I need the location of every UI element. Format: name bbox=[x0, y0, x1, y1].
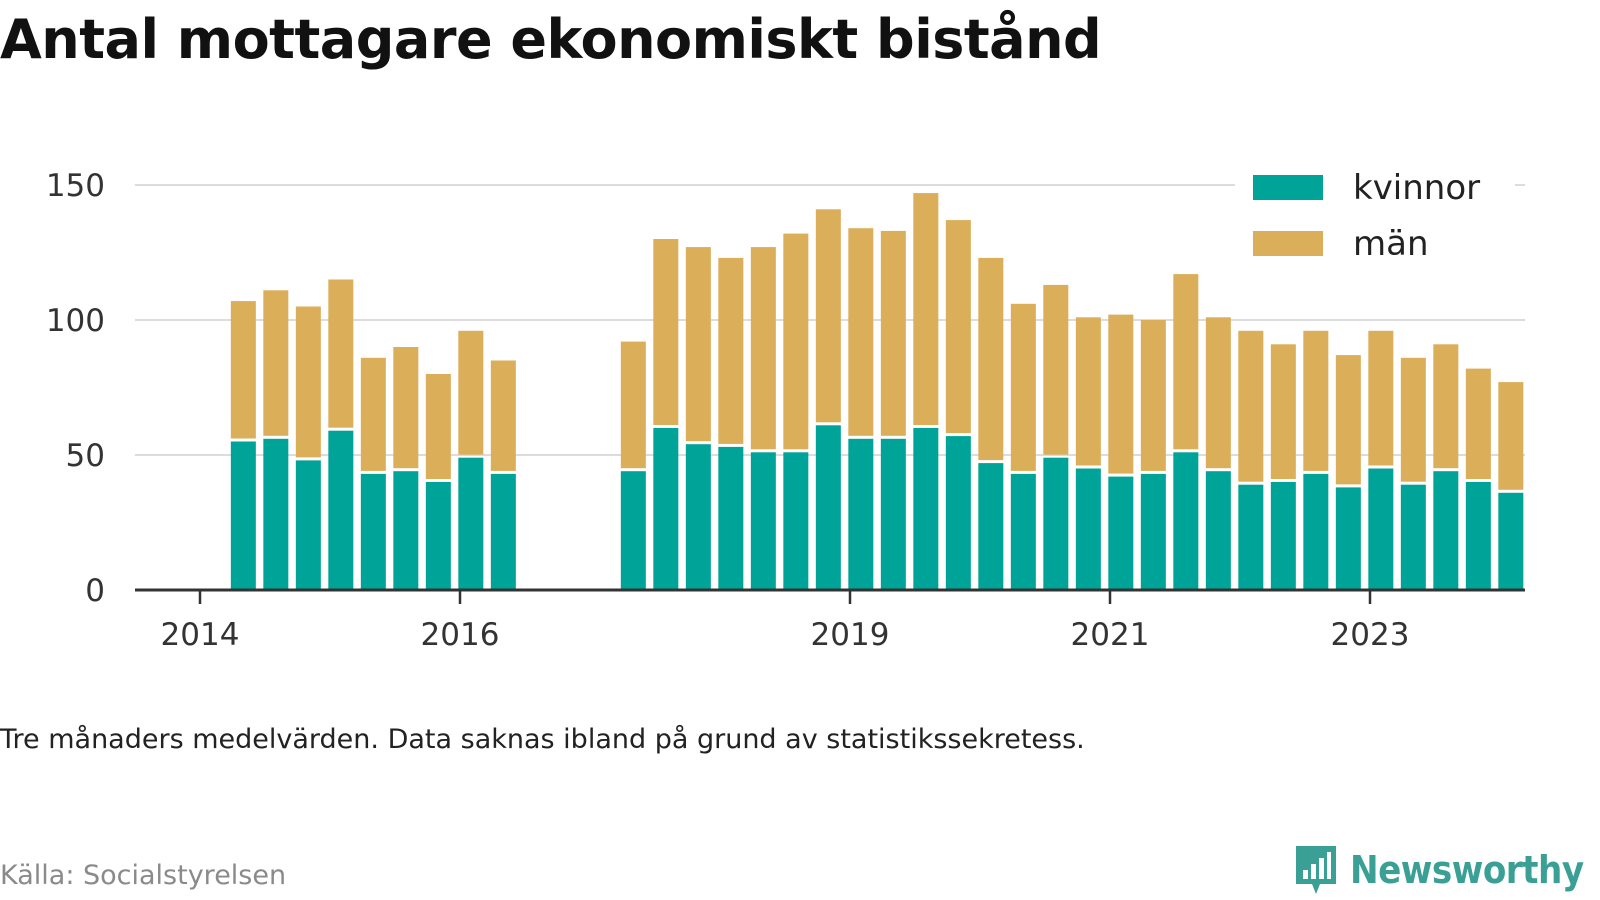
bar-kvinnor bbox=[1205, 471, 1231, 590]
bar-man bbox=[490, 360, 516, 471]
legend-label: kvinnor bbox=[1353, 168, 1480, 208]
bar-man bbox=[360, 357, 386, 471]
bar-man bbox=[653, 239, 679, 425]
bar-kvinnor bbox=[1075, 468, 1101, 590]
bar-man bbox=[425, 374, 451, 479]
brand-name: Newsworthy bbox=[1350, 848, 1584, 892]
x-tick-label: 2019 bbox=[811, 617, 890, 653]
bar-man bbox=[1173, 274, 1199, 450]
bar-kvinnor bbox=[1270, 482, 1296, 590]
bar-kvinnor bbox=[1400, 484, 1426, 590]
bar-man bbox=[750, 247, 776, 450]
bar-man bbox=[1140, 320, 1166, 471]
bar-man bbox=[1075, 317, 1101, 466]
bar-man bbox=[1108, 314, 1134, 474]
bar-man bbox=[1368, 330, 1394, 466]
bar-man bbox=[978, 257, 1004, 461]
bar-man bbox=[815, 209, 841, 423]
bar-man bbox=[1303, 330, 1329, 471]
bar-man bbox=[945, 220, 971, 434]
bar-kvinnor bbox=[458, 457, 484, 590]
bar-kvinnor bbox=[783, 452, 809, 590]
bar-man bbox=[295, 306, 321, 458]
y-tick-label: 100 bbox=[46, 303, 105, 339]
bar-man bbox=[848, 228, 874, 436]
axes: 0 50 100 150 2014 2016 2019 2021 2023 bbox=[46, 168, 1525, 653]
bar-kvinnor bbox=[750, 452, 776, 590]
bar-man bbox=[685, 247, 711, 442]
bar-man bbox=[880, 230, 906, 436]
bar-kvinnor bbox=[263, 438, 289, 590]
bar-kvinnor bbox=[913, 428, 939, 590]
bar-kvinnor bbox=[653, 428, 679, 590]
bar-man bbox=[718, 257, 744, 444]
source-label: Källa: Socialstyrelsen bbox=[0, 860, 287, 891]
bar-kvinnor bbox=[815, 425, 841, 590]
bar-man bbox=[1270, 344, 1296, 479]
bar-man bbox=[783, 233, 809, 450]
bar-man bbox=[263, 290, 289, 436]
bar-chart-speech-bubble-icon bbox=[1296, 846, 1336, 894]
bar-man bbox=[1433, 344, 1459, 469]
bar-kvinnor bbox=[620, 471, 646, 590]
bar-kvinnor bbox=[1043, 457, 1069, 590]
bar-kvinnor bbox=[230, 441, 256, 590]
bar-kvinnor bbox=[1173, 452, 1199, 590]
bar-man bbox=[1335, 355, 1361, 485]
bar-kvinnor bbox=[1498, 492, 1524, 590]
bar-kvinnor bbox=[1303, 473, 1329, 590]
bars bbox=[230, 193, 1524, 590]
bar-man bbox=[1465, 368, 1491, 479]
bar-kvinnor bbox=[1433, 471, 1459, 590]
bar-kvinnor bbox=[1465, 482, 1491, 590]
legend-label: män bbox=[1353, 224, 1429, 264]
x-tick-label: 2014 bbox=[161, 617, 240, 653]
bar-man bbox=[1498, 382, 1524, 490]
bar-man bbox=[1010, 303, 1036, 471]
bar-kvinnor bbox=[490, 473, 516, 590]
x-tick-label: 2016 bbox=[421, 617, 500, 653]
bar-man bbox=[230, 301, 256, 439]
bar-man bbox=[1205, 317, 1231, 469]
x-tick-label: 2023 bbox=[1331, 617, 1410, 653]
bar-kvinnor bbox=[685, 444, 711, 590]
bar-kvinnor bbox=[1368, 468, 1394, 590]
y-tick-label: 150 bbox=[46, 168, 105, 204]
bar-kvinnor bbox=[1108, 476, 1134, 590]
brand-logo[interactable]: Newsworthy bbox=[1292, 842, 1584, 898]
bar-kvinnor bbox=[393, 471, 419, 590]
bar-man bbox=[328, 279, 354, 428]
bar-kvinnor bbox=[425, 482, 451, 590]
x-tick-label: 2021 bbox=[1071, 617, 1150, 653]
bar-man bbox=[913, 193, 939, 425]
bar-kvinnor bbox=[978, 463, 1004, 590]
chart-note: Tre månaders medelvärden. Data saknas ib… bbox=[0, 724, 1085, 755]
bar-kvinnor bbox=[328, 430, 354, 590]
legend-swatch-man bbox=[1253, 231, 1323, 256]
legend-swatch-kvinnor bbox=[1253, 175, 1323, 200]
bar-kvinnor bbox=[295, 460, 321, 590]
bar-kvinnor bbox=[1140, 473, 1166, 590]
bar-kvinnor bbox=[880, 438, 906, 590]
legend: kvinnor män bbox=[1235, 160, 1515, 270]
bar-kvinnor bbox=[1238, 484, 1264, 590]
bar-kvinnor bbox=[1010, 473, 1036, 590]
chart-title: Antal mottagare ekonomiskt bistånd bbox=[0, 8, 1102, 71]
bar-kvinnor bbox=[718, 446, 744, 590]
bar-man bbox=[393, 347, 419, 469]
y-tick-label: 50 bbox=[66, 438, 105, 474]
bar-kvinnor bbox=[848, 438, 874, 590]
bar-kvinnor bbox=[1335, 487, 1361, 590]
bar-man bbox=[458, 330, 484, 455]
bar-man bbox=[620, 341, 646, 469]
bar-man bbox=[1238, 330, 1264, 482]
bar-man bbox=[1043, 284, 1069, 455]
bar-kvinnor bbox=[360, 473, 386, 590]
bar-man bbox=[1400, 357, 1426, 482]
bar-kvinnor bbox=[945, 436, 971, 590]
y-tick-label: 0 bbox=[85, 573, 105, 609]
